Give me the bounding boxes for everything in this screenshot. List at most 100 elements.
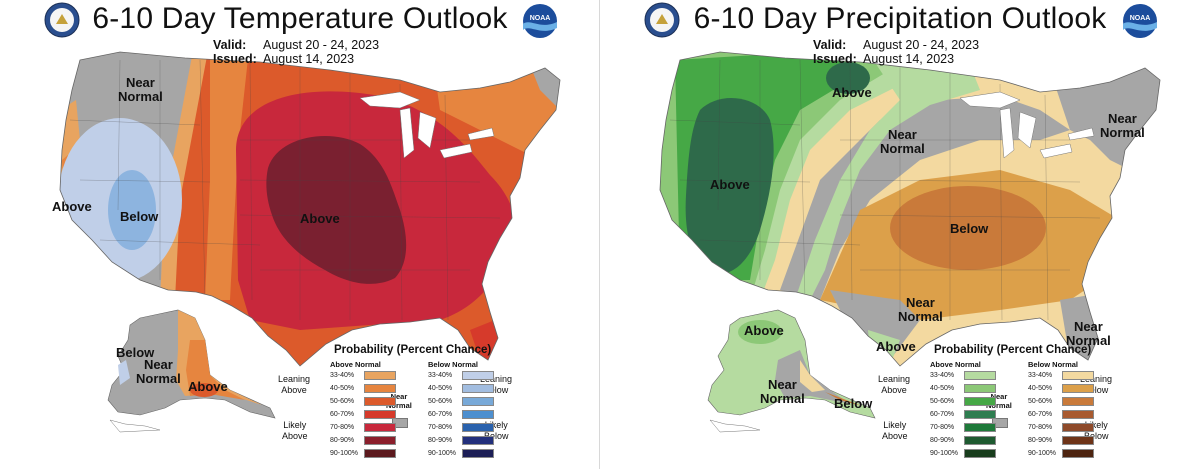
legend-swatch [364,410,396,419]
legend-likely-above: Likely Above [282,420,308,441]
legend-range: 90-100% [1028,450,1057,457]
legend-row-below-5: 80-90% [1028,436,1108,447]
legend-swatch [1062,423,1094,432]
map-label-above: Above [300,211,340,226]
legend-range: 50-60% [330,398,355,405]
legend-swatch [1062,449,1094,458]
map-label-near-normal: Near Normal [118,75,163,104]
legend-row-above-1: 40-50% [330,384,410,395]
legend-row-above-6: 90-100% [930,449,1010,460]
issued-value: August 14, 2023 [863,52,955,66]
legend-row-above-1: 40-50% [930,384,1010,395]
legend-leaning-below: Leaning Below [480,374,513,395]
legend-range: 40-50% [1028,385,1053,392]
legend-swatch [964,423,996,432]
issued-key: Issued: [813,52,857,66]
legend-range: 33-40% [930,372,955,379]
legend-row-below-6: 90-100% [428,449,508,460]
legend-row-below-1: 40-50% [428,384,508,395]
legend-range: 70-80% [330,424,355,431]
legend-swatch [1062,410,1094,419]
map-label-above: Above [710,177,750,192]
legend-row-below-2: 50-60% [1028,397,1108,408]
legend-right-header: Below Normal [1028,360,1079,369]
precipitation-map: NOAA [644,2,1161,433]
legend-left-header: Above Normal [930,360,981,369]
map-label-above: Above [744,323,784,338]
alaska-temperature [107,309,276,433]
map-label-near-normal: Near Normal [760,377,805,406]
legend-swatch [1062,397,1094,406]
map-label-below: Below [120,209,159,224]
legend-range: 50-60% [1028,398,1053,405]
legend-likely-below: Likely Below [484,420,509,441]
legend-range: 60-70% [1028,411,1053,418]
legend-range: 60-70% [930,411,955,418]
legend-leaning-above: Leaning Above [278,374,311,395]
legend-row-below-0: 33-40% [1028,371,1108,382]
legend-swatch [1062,436,1094,445]
legend-range: 80-90% [330,437,355,444]
svg-text:NOAA: NOAA [1130,15,1151,22]
legend-swatch [462,410,494,419]
legend-leaning-below: Leaning Below [1080,374,1113,395]
map-label-near-normal: Near Normal [880,127,925,156]
map-label-below: Below [834,396,873,411]
legend-range: 90-100% [330,450,359,457]
legend-swatch [1062,371,1094,380]
precipitation-legend: Probability (Percent Chance) Above Norma… [878,344,1118,466]
legend-range: 40-50% [330,385,355,392]
legend-range: 70-80% [1028,424,1053,431]
issued-line: Issued: August 14, 2023 [213,52,354,66]
valid-key: Valid: [813,38,847,52]
page-title: 6-10 Day Temperature Outlook [92,2,508,35]
legend-range: 50-60% [930,398,955,405]
legend-swatch [964,384,996,393]
legend-swatch [964,397,996,406]
valid-line: Valid: August 20 - 24, 2023 [213,38,379,52]
legend-row-below-2: 50-60% [428,397,508,408]
legend-left-header: Above Normal [330,360,381,369]
legend-row-above-0: 33-40% [330,371,410,382]
legend-title: Probability (Percent Chance) [934,344,1092,356]
legend-swatch [964,371,996,380]
legend-swatch [964,449,996,458]
legend-row-below-6: 90-100% [1028,449,1108,460]
legend-swatch [964,436,996,445]
legend-swatch [462,397,494,406]
legend-row-above-5: 80-90% [330,436,410,447]
legend-range: 80-90% [428,437,453,444]
doc-seal-icon [44,2,80,38]
noaa-logo-icon: NOAA [523,4,557,38]
legend-range: 40-50% [930,385,955,392]
legend-row-above-4: 70-80% [930,423,1010,434]
legend-swatch [462,436,494,445]
noaa-logo-icon: NOAA [1123,4,1157,38]
legend-range: 80-90% [1028,437,1053,444]
legend-range: 70-80% [428,424,453,431]
legend-swatch [1062,384,1094,393]
map-label-above: Above [188,379,228,394]
svg-text:NOAA: NOAA [530,15,551,22]
map-label-above: Above [52,199,92,214]
legend-range: 80-90% [930,437,955,444]
legend-swatch [364,397,396,406]
issued-key: Issued: [213,52,257,66]
legend-near-normal-label: Near Normal [386,392,412,410]
legend-row-above-2: 50-60% [330,397,410,408]
legend-swatch [364,449,396,458]
map-label-near-normal: Near Normal [1100,111,1145,140]
legend-range: 70-80% [930,424,955,431]
legend-row-above-2: 50-60% [930,397,1010,408]
alaska-precipitation [707,309,876,433]
legend-swatch [364,384,396,393]
legend-swatch [364,371,396,380]
legend-swatch [462,449,494,458]
legend-right-header: Below Normal [428,360,479,369]
legend-range: 50-60% [428,398,453,405]
precipitation-outlook-panel: NOAA 6-10 Day Precipitation Outlook Vali… [600,0,1200,469]
panel-divider [599,0,600,469]
legend-range: 60-70% [428,411,453,418]
legend-row-below-4: 70-80% [428,423,508,434]
issued-value: August 14, 2023 [263,52,355,66]
